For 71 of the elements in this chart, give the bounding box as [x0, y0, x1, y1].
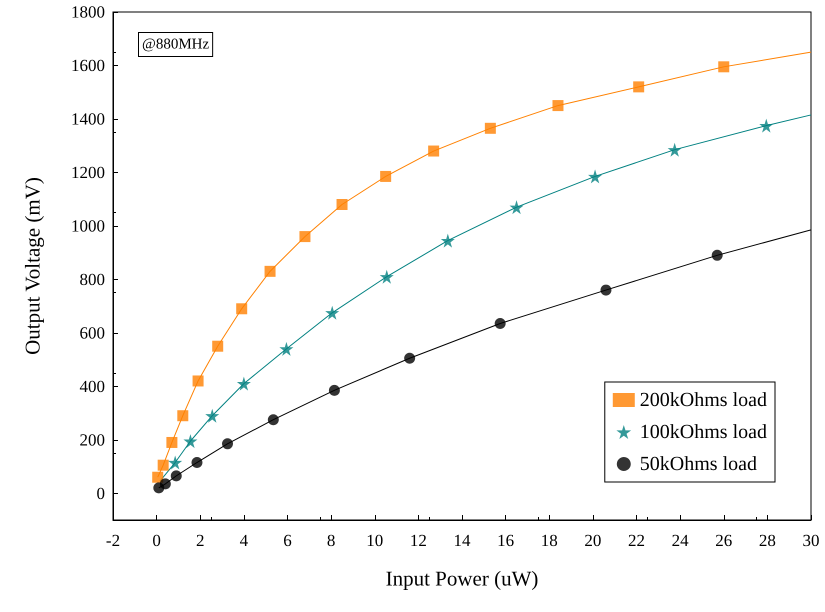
point: [484, 122, 496, 134]
annotation: @880MHz: [142, 36, 210, 52]
x-tick-label: 28: [758, 531, 776, 550]
point: [759, 118, 774, 133]
point: [192, 375, 204, 386]
y-tick-label: 1200: [71, 162, 105, 182]
x-tick-label: 2: [196, 531, 204, 550]
point: [440, 234, 455, 248]
point: [166, 436, 178, 448]
point: [588, 169, 602, 184]
point: [552, 100, 564, 112]
x-tick-label: 6: [283, 531, 292, 550]
point: [222, 438, 234, 450]
point: [191, 457, 202, 468]
x-tick-label: 4: [240, 531, 249, 550]
point: [158, 460, 169, 471]
point: [668, 142, 682, 157]
point: [510, 200, 524, 214]
point: [264, 266, 276, 277]
x-tick-label: 14: [454, 531, 471, 550]
x-tick-label: 8: [326, 531, 336, 550]
x-tick-label: 24: [672, 531, 690, 550]
point: [380, 170, 392, 182]
x-tick-label: 0: [152, 531, 161, 550]
point: [718, 61, 730, 72]
point: [236, 376, 251, 391]
point: [380, 270, 394, 284]
x-tick-label: 26: [715, 531, 732, 550]
y-tick-label: 1000: [71, 216, 105, 236]
point: [494, 318, 506, 329]
x-tick-label: 30: [802, 531, 820, 550]
point: [236, 303, 248, 314]
point: [177, 410, 188, 422]
x-tick-label: 18: [540, 531, 558, 550]
point: [152, 472, 164, 483]
y-tick-label: 1800: [71, 2, 105, 22]
legend-label: 100kOhms load: [640, 421, 767, 443]
x-axis-title: Input Power (uW): [386, 566, 538, 590]
point: [183, 434, 198, 448]
point: [428, 146, 440, 157]
point: [633, 81, 644, 92]
y-axis-title: Output Voltage (mV): [20, 177, 44, 355]
x-tick-label: 22: [628, 531, 645, 550]
y-tick-label: 400: [80, 376, 105, 396]
point: [205, 408, 220, 423]
x-tick-label: 10: [366, 531, 384, 550]
x-tick-label: -2: [106, 531, 120, 550]
legend-label: 200kOhms load: [640, 389, 767, 411]
y-tick-label: 1400: [71, 109, 105, 128]
point: [268, 414, 279, 426]
y-tick-label: 800: [80, 270, 105, 289]
point: [299, 231, 310, 242]
point: [279, 342, 294, 356]
x-tick-label: 12: [410, 531, 427, 550]
y-tick-label: 0: [96, 484, 105, 503]
point: [325, 306, 340, 320]
point: [328, 384, 340, 396]
point: [212, 340, 224, 352]
point: [160, 478, 171, 490]
y-tick-label: 600: [80, 323, 105, 342]
point: [404, 352, 416, 364]
point: [712, 250, 723, 261]
legend-label: 50kOhms load: [640, 453, 757, 475]
x-tick-label: 16: [497, 531, 514, 550]
y-tick-label: 1600: [71, 56, 105, 75]
point: [168, 456, 182, 470]
point: [170, 470, 182, 482]
point: [600, 284, 612, 296]
point: [336, 199, 348, 210]
y-tick-label: 200: [80, 430, 105, 450]
x-tick-label: 20: [584, 531, 602, 550]
